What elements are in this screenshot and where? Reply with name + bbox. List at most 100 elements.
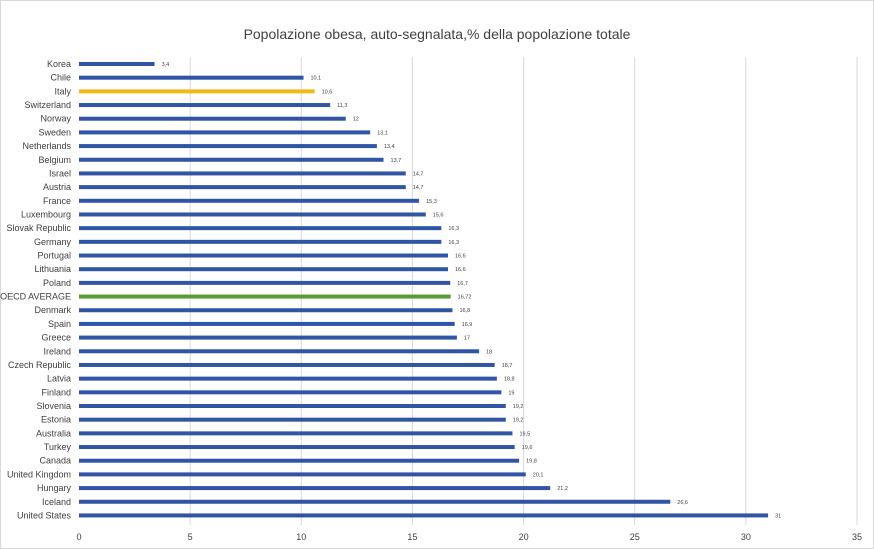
category-label: Spain [48, 319, 71, 329]
data-label: 20,1 [533, 472, 544, 478]
x-tick-label: 10 [296, 532, 306, 542]
bar [79, 280, 451, 285]
data-label: 16,7 [457, 281, 468, 287]
category-label: OECD AVERAGE [0, 292, 71, 302]
data-label: 15,3 [426, 199, 437, 205]
bar [79, 321, 455, 326]
bar [79, 212, 426, 217]
bar [79, 103, 331, 108]
chart-title: Popolazione obesa, auto-segnalata,% dell… [243, 26, 631, 42]
category-label: Israel [49, 168, 71, 178]
bar [79, 362, 495, 367]
bar [79, 472, 526, 477]
data-label: 3,4 [162, 62, 170, 68]
data-label: 17 [464, 336, 470, 342]
data-label: 10,6 [322, 89, 333, 95]
data-label: 18,7 [502, 363, 513, 369]
category-label: Belgium [38, 155, 71, 165]
category-label: Norway [40, 114, 71, 124]
bar [79, 171, 406, 176]
data-label: 16,3 [448, 240, 459, 246]
category-label: Finland [41, 387, 71, 397]
bar [79, 226, 442, 231]
bar [79, 458, 520, 463]
data-label: 19 [508, 390, 514, 396]
category-label: France [43, 196, 71, 206]
category-label: Portugal [37, 251, 71, 261]
bar [79, 404, 506, 408]
category-label: Chile [50, 73, 71, 83]
bar [79, 499, 671, 504]
bar [79, 89, 315, 94]
data-label: 18 [486, 349, 492, 355]
category-label: United Kingdom [7, 469, 71, 479]
bar [79, 390, 502, 395]
category-label: Iceland [42, 497, 71, 507]
bar [79, 157, 384, 162]
bar [79, 267, 448, 272]
bar [79, 431, 513, 436]
data-label: 26,6 [677, 500, 688, 506]
category-label: Korea [47, 59, 71, 69]
data-label: 13,4 [384, 144, 395, 150]
bar [79, 513, 769, 518]
x-tick-label: 25 [630, 532, 640, 542]
category-label: Poland [43, 278, 71, 288]
category-label: Slovenia [36, 401, 71, 411]
category-label: Canada [39, 456, 71, 466]
bar [79, 349, 480, 354]
data-label: 10,1 [311, 76, 322, 82]
category-label: Lithuania [34, 264, 71, 274]
data-label: 14,7 [413, 171, 424, 177]
bar [79, 130, 371, 135]
x-tick-label: 20 [519, 532, 529, 542]
bar [79, 116, 346, 121]
category-label: Denmark [34, 305, 71, 315]
bars [79, 62, 769, 518]
category-label: Turkey [44, 442, 72, 452]
category-label: Latvia [47, 374, 71, 384]
data-label: 16,8 [459, 308, 470, 314]
x-axis-tick-labels: 0 5 10 15 20 25 30 35 [76, 532, 862, 542]
data-label: 19,2 [513, 404, 524, 410]
bar [79, 445, 515, 450]
data-label: 11,3 [337, 103, 347, 109]
data-label: 19,6 [522, 445, 533, 451]
data-label: 21,2 [557, 486, 568, 492]
data-label: 16,9 [462, 322, 473, 328]
data-label: 19,2 [513, 418, 524, 424]
bar [79, 376, 497, 381]
x-tick-label: 35 [852, 532, 862, 542]
category-labels: Korea Chile Italy Switzerland Norway Sweden Ne… [0, 59, 71, 520]
x-tick-label: 5 [188, 532, 193, 542]
data-label: 19,8 [526, 459, 537, 465]
category-label: Greece [41, 333, 71, 343]
data-label: 16,3 [448, 226, 459, 232]
value-labels: 3,4 10,1 10,6 11,3 12 13,1 13,4 13,7 14,7 14,7 15,… [162, 62, 782, 519]
data-label: 16,6 [455, 267, 466, 273]
data-label: 13,7 [391, 158, 402, 164]
category-label: Australia [36, 428, 71, 438]
category-label: Germany [34, 237, 72, 247]
bar [79, 185, 406, 190]
data-label: 16,6 [455, 254, 466, 260]
bar [79, 253, 448, 258]
data-label: 14,7 [413, 185, 424, 191]
data-label: 31 [775, 513, 781, 519]
data-label: 19,5 [519, 431, 530, 437]
data-label: 16,72 [458, 295, 472, 301]
x-tick-label: 15 [407, 532, 417, 542]
x-tick-label: 0 [76, 532, 81, 542]
category-label: Ireland [43, 346, 71, 356]
bar [79, 62, 155, 66]
category-label: Italy [54, 86, 71, 96]
category-label: Austria [43, 182, 71, 192]
grid-lines [189, 57, 858, 525]
category-label: Hungary [37, 483, 72, 493]
bar [79, 417, 506, 422]
data-label: 13,1 [377, 130, 388, 136]
bar [79, 294, 451, 299]
bar [79, 75, 304, 80]
bar [79, 144, 377, 149]
